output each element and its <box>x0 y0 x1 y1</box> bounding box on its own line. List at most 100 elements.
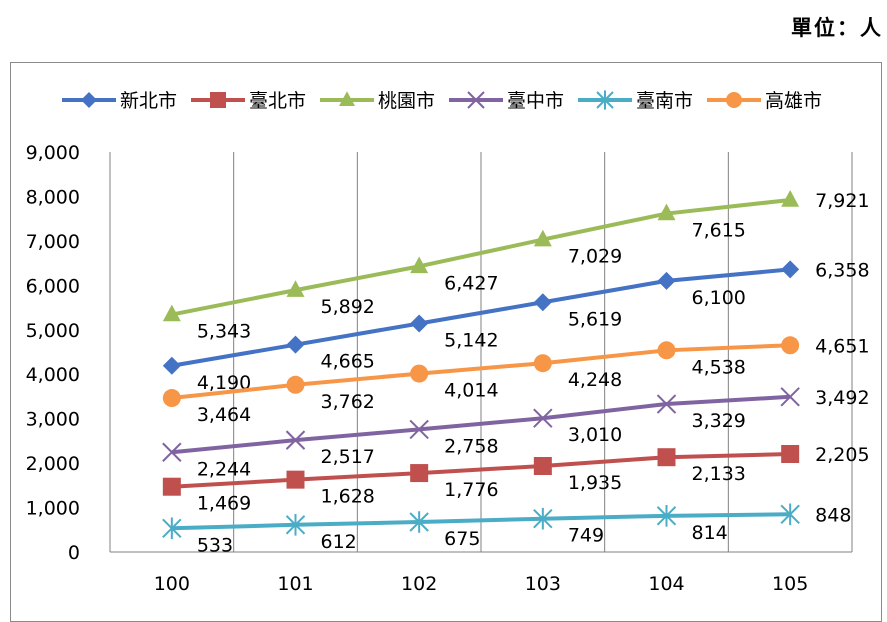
data-point-triangle <box>657 203 676 221</box>
data-label: 675 <box>444 528 480 550</box>
data-point-x <box>162 442 182 462</box>
data-label: 3,762 <box>321 391 375 413</box>
data-label: 2,758 <box>444 435 498 457</box>
data-point-square <box>210 92 226 108</box>
data-label: 5,619 <box>568 308 622 330</box>
data-point-square <box>286 470 305 489</box>
data-label: 533 <box>197 534 233 556</box>
data-point-x <box>409 419 429 440</box>
data-point-square <box>410 464 429 483</box>
data-point-diamond <box>657 271 676 290</box>
data-point-square <box>781 445 800 463</box>
legend-label: 臺北市 <box>249 90 306 112</box>
data-label: 3,464 <box>197 404 251 426</box>
data-point-star <box>409 511 429 533</box>
data-point-diamond <box>781 260 800 279</box>
data-point-star <box>780 503 800 526</box>
y-tick-label: 3,000 <box>26 409 80 431</box>
legend-label: 臺中市 <box>507 90 564 112</box>
data-label: 1,935 <box>568 472 622 494</box>
data-point-triangle <box>339 91 355 106</box>
series-line <box>171 452 791 489</box>
data-label: 7,029 <box>568 246 622 268</box>
data-label: 749 <box>568 525 604 547</box>
data-label: 4,651 <box>815 335 869 357</box>
data-label: 612 <box>321 531 357 553</box>
data-label: 7,615 <box>692 220 746 242</box>
data-label: 4,190 <box>197 372 251 394</box>
series-line <box>171 343 791 401</box>
x-tick-label: 102 <box>401 573 437 595</box>
data-label: 2,244 <box>197 458 251 480</box>
data-label: 2,133 <box>692 463 746 485</box>
data-point-triangle <box>533 229 552 247</box>
data-point-triangle <box>286 280 305 297</box>
unit-label: 單位：人 <box>791 16 883 40</box>
data-point-x <box>533 408 553 428</box>
data-point-star <box>656 505 677 527</box>
legend-label: 臺南市 <box>636 90 693 112</box>
data-point-x <box>656 394 677 414</box>
data-label: 5,343 <box>197 321 251 343</box>
data-label: 6,358 <box>815 259 869 281</box>
data-label: 2,205 <box>815 444 869 466</box>
x-tick-label: 104 <box>648 573 684 595</box>
data-label: 1,628 <box>321 486 375 508</box>
data-point-star <box>533 507 553 530</box>
data-label: 1,469 <box>197 493 251 515</box>
data-point-circle <box>781 336 800 355</box>
data-point-circle <box>410 364 429 383</box>
series-line <box>171 394 791 455</box>
data-label: 5,892 <box>321 296 375 318</box>
y-tick-label: 5,000 <box>26 320 80 342</box>
data-point-circle <box>286 375 305 394</box>
data-label: 3,329 <box>692 410 746 432</box>
series-line <box>171 512 791 531</box>
data-point-square <box>657 448 676 467</box>
x-tick-label: 105 <box>772 573 808 595</box>
data-point-x <box>285 430 306 450</box>
data-point-circle <box>533 354 552 373</box>
data-label: 3,492 <box>815 387 869 409</box>
data-point-square <box>533 457 552 475</box>
data-label: 4,665 <box>321 351 375 373</box>
y-tick-label: 8,000 <box>26 186 80 208</box>
x-tick-label: 101 <box>277 573 313 595</box>
data-point-circle <box>726 92 742 108</box>
data-label: 4,014 <box>444 380 498 402</box>
data-point-x <box>467 91 485 109</box>
data-point-circle <box>162 389 181 408</box>
series-line <box>171 197 791 317</box>
data-point-star <box>596 90 614 110</box>
data-label: 6,100 <box>692 287 746 309</box>
y-tick-label: 0 <box>68 542 80 564</box>
data-label: 5,142 <box>444 329 498 351</box>
y-tick-label: 9,000 <box>26 142 80 164</box>
line-chart: 0 1,000 2,000 3,000 4,000 5,000 6,000 7,000 8,00… <box>26 90 870 595</box>
data-point-diamond <box>81 92 97 108</box>
data-label: 848 <box>815 504 851 526</box>
data-label: 3,010 <box>568 424 622 446</box>
data-point-star <box>285 514 306 536</box>
x-tick-label: 100 <box>154 573 190 595</box>
legend-label: 新北市 <box>120 90 177 112</box>
data-point-diamond <box>533 293 552 312</box>
data-point-star <box>162 517 182 540</box>
data-point-square <box>162 477 181 496</box>
data-point-triangle <box>410 256 429 274</box>
y-tick-label: 7,000 <box>26 231 80 253</box>
y-tick-label: 6,000 <box>26 275 80 297</box>
data-label: 2,517 <box>321 446 375 468</box>
data-point-diamond <box>286 335 305 354</box>
y-tick-label: 4,000 <box>26 364 80 386</box>
data-label: 7,921 <box>815 190 869 212</box>
data-point-diamond <box>162 356 181 375</box>
data-point-triangle <box>781 190 800 207</box>
x-tick-label: 103 <box>525 573 561 595</box>
data-point-diamond <box>410 314 429 333</box>
data-point-x <box>780 387 800 407</box>
series-line <box>171 267 791 368</box>
data-label: 4,248 <box>568 369 622 391</box>
data-label: 4,538 <box>692 356 746 378</box>
y-tick-label: 2,000 <box>26 453 80 475</box>
